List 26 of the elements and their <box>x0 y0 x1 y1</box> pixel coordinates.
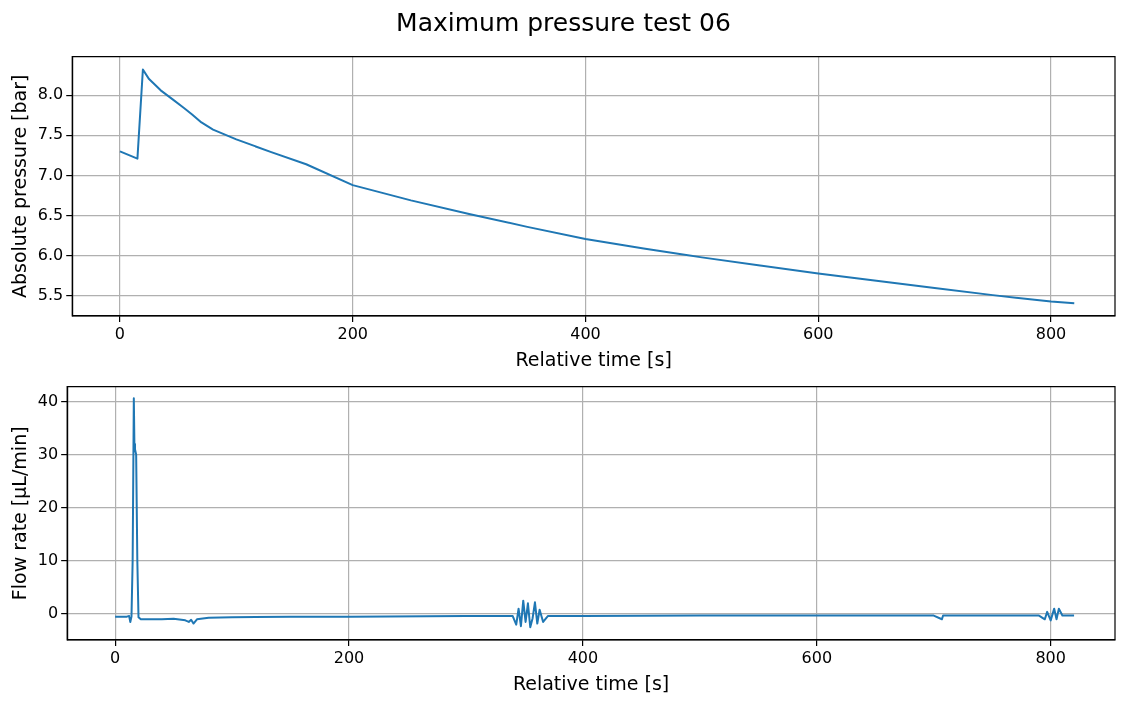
x-tick-label: 400 <box>570 323 601 343</box>
y-tick-label: 6.5 <box>37 204 64 224</box>
y-tick-label: 30 <box>37 443 59 463</box>
y-tick-label: 5.5 <box>37 285 64 305</box>
x-tick-label: 600 <box>802 323 834 343</box>
x-tick-label: 0 <box>110 647 121 667</box>
y-tick-label: 6.0 <box>37 244 64 264</box>
x-tick-label: 800 <box>1035 647 1066 667</box>
y-tick-label: 0 <box>47 603 59 623</box>
x-tick-label: 0 <box>114 323 126 343</box>
y-tick-label: 7.0 <box>37 164 64 184</box>
y-tick-label: 7.5 <box>37 124 64 144</box>
y-tick-label: 10 <box>37 550 59 569</box>
x-tick-label: 400 <box>567 647 599 667</box>
x-tick-label: 200 <box>337 323 368 343</box>
x-tick-label: 200 <box>333 647 365 667</box>
y-axis-title: Absolute pressure [bar] <box>8 74 31 299</box>
chart-title: Maximum pressure test 06 <box>395 8 732 39</box>
y-tick-label: 8.0 <box>37 84 64 104</box>
x-axis-title: Relative time [s] <box>512 671 670 694</box>
x-axis-title: Relative time [s] <box>515 347 672 370</box>
x-tick-label: 800 <box>1035 323 1067 343</box>
y-tick-label: 20 <box>37 496 59 516</box>
x-tick-label: 600 <box>801 647 833 667</box>
y-axis-title: Flow rate [µL/min] <box>8 426 31 601</box>
y-tick-label: 40 <box>37 390 59 410</box>
